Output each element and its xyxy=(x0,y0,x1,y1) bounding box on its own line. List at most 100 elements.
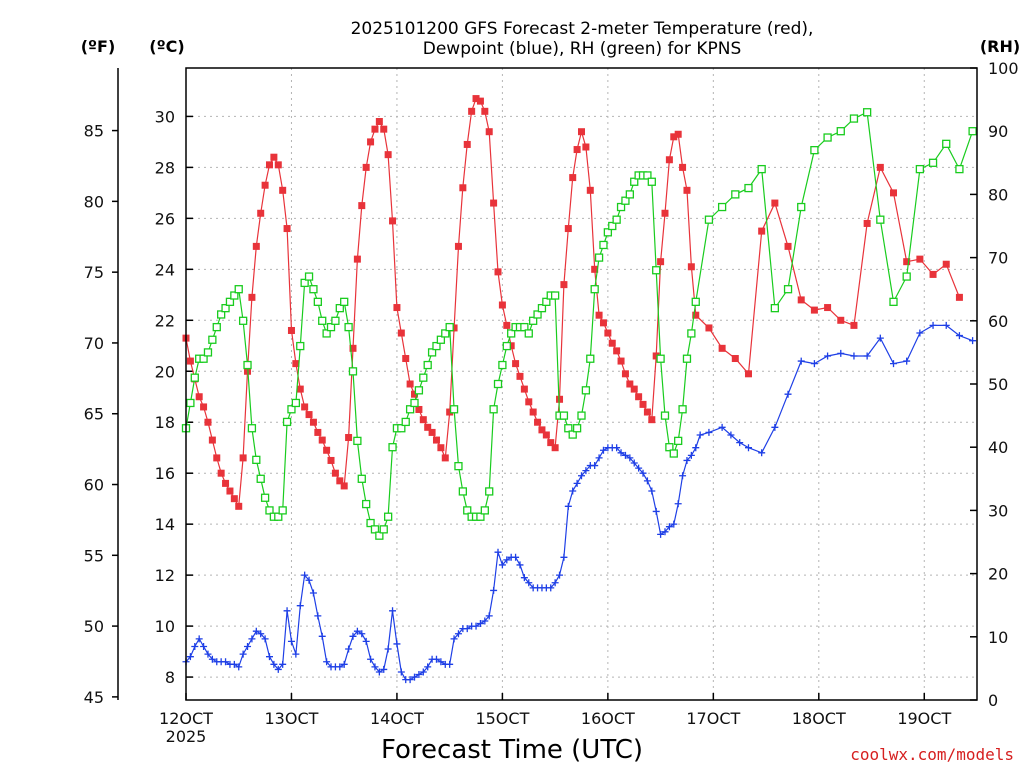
dewpoint-point xyxy=(239,650,247,658)
dewpoint-point xyxy=(850,352,858,360)
rh-point xyxy=(581,386,591,395)
dewpoint-point xyxy=(340,660,348,668)
rh-point xyxy=(520,322,529,332)
rh-point xyxy=(537,304,547,313)
dewpoint-point xyxy=(503,556,511,564)
dewpoint-point xyxy=(674,500,682,508)
temperature-point xyxy=(265,161,273,169)
rh-point xyxy=(186,398,195,408)
rh-point xyxy=(902,272,911,281)
dewpoint-point xyxy=(736,439,744,447)
celsius-tick-label: 30 xyxy=(155,107,175,126)
temperature-point xyxy=(459,184,467,192)
dewpoint-point xyxy=(797,357,805,365)
dewpoint-point xyxy=(454,630,462,638)
dewpoint-point xyxy=(252,627,260,635)
dewpoint-point xyxy=(305,576,313,584)
rh-point xyxy=(643,171,652,180)
dewpoint-point xyxy=(261,635,269,643)
dewpoint-point xyxy=(411,673,419,681)
temperature-point xyxy=(621,370,629,378)
temperature-point xyxy=(573,146,581,154)
rh-point xyxy=(379,525,388,534)
dewpoint-point xyxy=(617,449,625,457)
dewpoint-point xyxy=(485,612,493,620)
rh-point xyxy=(344,322,353,332)
dewpoint-point xyxy=(824,352,832,360)
rh-point xyxy=(915,164,925,174)
temperature-point xyxy=(415,405,423,413)
rh-point xyxy=(476,512,485,521)
dewpoint-point xyxy=(380,665,388,673)
dewpoint-point xyxy=(406,676,414,684)
temperature-point xyxy=(353,255,361,263)
rh-unit-label: (RH) xyxy=(980,37,1020,56)
rh-point xyxy=(529,316,538,325)
temperature-point xyxy=(428,428,436,436)
temperature-point xyxy=(252,242,260,250)
rh-point xyxy=(458,487,468,496)
temperature-line xyxy=(185,97,960,509)
rh-tick-label: 100 xyxy=(988,59,1019,78)
dewpoint-point xyxy=(292,650,300,658)
temperature-point xyxy=(595,311,603,319)
chart-title-line1: 2025101200 GFS Forecast 2-meter Temperat… xyxy=(351,19,814,39)
dewpoint-point xyxy=(375,668,383,676)
celsius-tick-label: 8 xyxy=(165,668,175,687)
rh-point xyxy=(810,146,819,155)
rh-point xyxy=(669,449,678,458)
celsius-tick-label: 24 xyxy=(155,260,175,279)
rh-point xyxy=(212,322,221,332)
temperature-point xyxy=(292,360,300,368)
temperature-point xyxy=(367,138,375,146)
temperature-point xyxy=(665,156,673,164)
rh-point xyxy=(423,360,432,370)
dewpoint-point xyxy=(837,349,845,357)
temperature-point xyxy=(784,242,792,250)
fahrenheit-tick-label: 65 xyxy=(84,405,104,424)
temperature-point xyxy=(538,426,546,434)
temperature-point xyxy=(301,403,309,411)
rh-point xyxy=(287,405,296,414)
temperature-point xyxy=(402,355,410,363)
temperature-point xyxy=(744,370,752,378)
dewpoint-point xyxy=(296,602,304,610)
rh-point xyxy=(388,443,397,452)
temperature-point xyxy=(604,329,612,337)
x-tick-label: 17OCT xyxy=(686,709,740,728)
temperature-point xyxy=(705,324,713,332)
temperature-point xyxy=(683,186,691,194)
celsius-tick-label: 14 xyxy=(155,515,175,534)
temperature-point xyxy=(437,444,445,452)
dewpoint-point xyxy=(863,352,871,360)
rh-point xyxy=(603,228,613,237)
rh-point xyxy=(955,164,964,174)
temperature-point xyxy=(529,408,537,416)
rh-point xyxy=(217,310,226,319)
rh-point xyxy=(942,139,951,148)
rh-point xyxy=(717,202,727,212)
rh-point xyxy=(436,335,446,344)
dewpoint-point xyxy=(569,487,577,495)
rh-point xyxy=(300,278,309,288)
dewpoint-point xyxy=(916,329,924,337)
rh-point xyxy=(199,354,208,363)
dewpoint-point xyxy=(274,665,282,673)
dewpoint-point xyxy=(661,528,669,536)
rh-point xyxy=(502,341,511,351)
dewpoint-point xyxy=(279,660,287,668)
dewpoint-point xyxy=(547,584,555,592)
rh-point xyxy=(493,379,503,389)
fahrenheit-tick-label: 70 xyxy=(84,334,104,353)
rh-point xyxy=(225,297,235,306)
dewpoint-point xyxy=(265,653,273,661)
dewpoint-point xyxy=(679,472,687,480)
dewpoint-point xyxy=(208,655,216,663)
rh-point xyxy=(652,266,661,275)
rh-tick-label: 80 xyxy=(988,185,1008,204)
chart-title-line2: Dewpoint (blue), RH (green) for KPNS xyxy=(423,39,741,59)
x-axis-label: Forecast Time (UTC) xyxy=(381,735,643,765)
dewpoint-point xyxy=(687,451,695,459)
temperature-point xyxy=(393,304,401,312)
celsius-tick-label: 12 xyxy=(155,566,175,585)
